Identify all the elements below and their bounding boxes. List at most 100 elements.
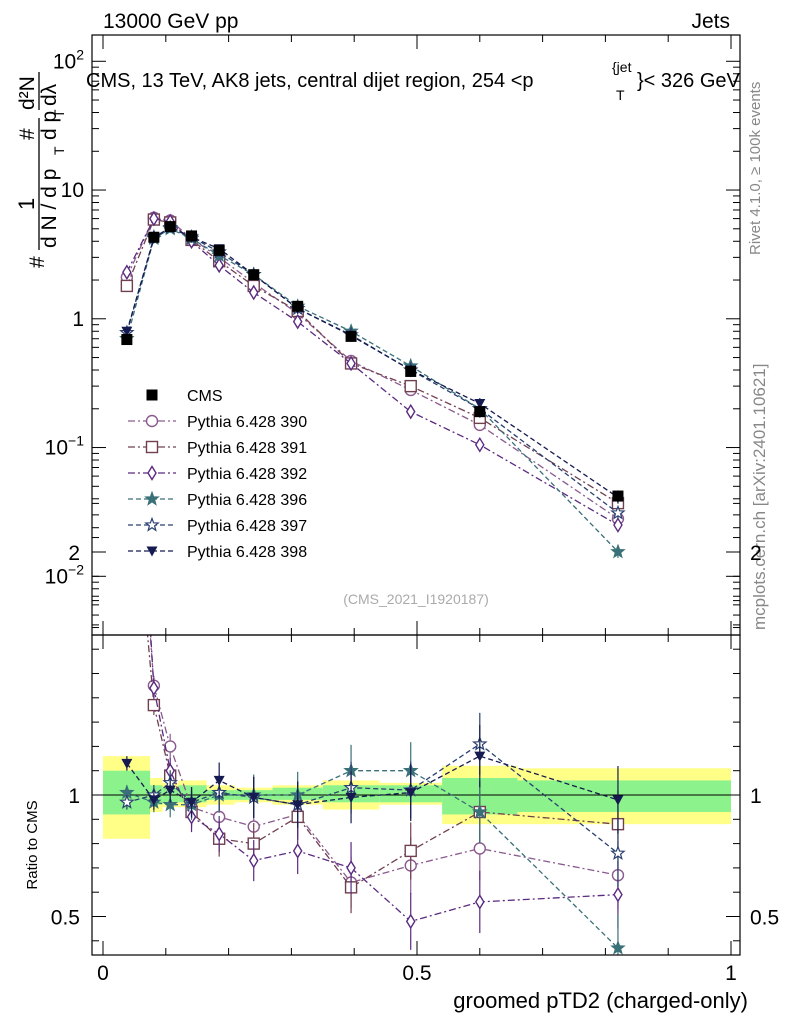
ratio-point: [213, 775, 225, 786]
x-tick-label: 1: [725, 962, 737, 985]
data-point: [186, 230, 198, 242]
ratio-y-axis: 0.5 0.5 1 1 2 2: [51, 502, 779, 942]
legend-item: Pythia 6.428 391: [128, 440, 307, 457]
data-point: [474, 436, 485, 453]
legend-label: Pythia 6.428 397: [187, 518, 307, 535]
legend-marker: [146, 546, 158, 557]
x-tick-label: 0: [97, 962, 109, 985]
ratio-point: [404, 844, 417, 858]
ratio-point: [148, 795, 160, 806]
series-cms: [121, 221, 624, 503]
ylabel-dp: d p: [38, 111, 61, 140]
tick-base: 10: [45, 437, 68, 460]
ratio-point: [248, 792, 260, 803]
ratio-line: [126, 743, 619, 854]
ratio-point: [613, 886, 623, 903]
ylabel-hash-2: #: [16, 128, 39, 140]
ratio-point: [473, 842, 486, 855]
ratio-point: [119, 794, 135, 809]
data-point: [346, 355, 356, 372]
ratio-point: [346, 860, 356, 876]
data-point: [213, 244, 225, 256]
legend-label: Pythia 6.428 396: [187, 492, 307, 509]
plot-title-main: CMS, 13 TeV, AK8 jets, central dijet reg…: [86, 70, 534, 92]
tick-exp: −1: [68, 433, 84, 449]
main-ylabel: # 1 d N / d p T # d p T d²N dλ: [14, 72, 67, 268]
uncertainty-band-stat: [517, 780, 731, 813]
legend-marker: [144, 490, 160, 506]
data-point: [121, 334, 133, 346]
ratio-point: [121, 758, 133, 769]
ratio-point: [214, 826, 225, 842]
data-point: [610, 543, 626, 559]
main-y-tick-label: 10−2: [45, 561, 85, 588]
data-point: [248, 284, 259, 301]
mcplots-label: mcplots.cern.ch [arXiv:2401.10621]: [750, 364, 769, 630]
data-point: [248, 269, 260, 281]
legend-label: Pythia 6.428 390: [187, 414, 307, 431]
plot-title-end: }< 326 GeV: [637, 70, 741, 92]
data-point: [122, 264, 132, 281]
data-point: [292, 300, 304, 312]
ratio-point: [121, 304, 132, 315]
legend-marker: [145, 414, 159, 428]
main-y-tick-label: 1: [72, 308, 84, 331]
legend-label: CMS: [187, 388, 223, 405]
ratio-point: [186, 797, 198, 808]
tick-base: 10: [45, 565, 68, 588]
data-point: [149, 210, 159, 227]
ratio-series-pythia-6.428-398: [121, 724, 624, 834]
legend-marker: [144, 516, 160, 532]
ratio-point: [471, 803, 488, 819]
ratio-point: [405, 788, 417, 799]
ratio-point: [149, 680, 159, 696]
ratio-point: [147, 698, 161, 712]
data-point: [214, 257, 225, 274]
ratio-point: [474, 751, 486, 762]
ratio-y-tick-label: 0.5: [51, 907, 80, 930]
data-point: [345, 330, 357, 342]
ratio-point: [610, 845, 626, 860]
legend-label: Pythia 6.428 391: [187, 440, 307, 457]
data-point: [148, 231, 160, 243]
data-point: [474, 406, 486, 418]
legend-marker: [147, 465, 157, 481]
ratio-ylabel: Ratio to CMS: [24, 800, 41, 889]
series-line: [126, 226, 619, 514]
ylabel-d2N: d²N: [16, 76, 39, 110]
legend-label: Pythia 6.428 392: [187, 466, 307, 483]
legend-item: Pythia 6.428 390: [128, 414, 307, 431]
data-point: [474, 398, 486, 409]
legend-item: Pythia 6.428 392: [128, 465, 307, 483]
plot-title-sup: {jet: [612, 59, 632, 75]
x-axis-label: groomed pTD2 (charged-only): [453, 988, 748, 1013]
series-line: [126, 218, 619, 504]
legend-item: CMS: [146, 388, 223, 405]
ratio-line: [146, 635, 619, 889]
ylabel-hash-1: #: [26, 256, 49, 268]
plot-title-left: CMS, 13 TeV, AK8 jets, central dijet reg…: [86, 70, 534, 92]
legend-marker: [146, 389, 158, 401]
rivet-label: Rivet 4.1.0, ≥ 100k events: [747, 82, 764, 255]
ratio-series-pythia-6.428-392: [123, 230, 623, 950]
plot-title-sub: T: [616, 87, 625, 103]
data-point: [292, 313, 303, 330]
ratio-point: [121, 401, 132, 412]
data-point: [610, 504, 626, 520]
legend-item: Pythia 6.428 396: [128, 490, 307, 509]
ratio-point: [123, 230, 131, 243]
ratio-point: [405, 913, 416, 930]
ratio-point: [612, 795, 624, 806]
main-y-tick-label: 10−1: [45, 433, 85, 460]
ratio-point: [163, 740, 177, 753]
tick-exp: −2: [68, 561, 84, 577]
tick-exp: 2: [76, 46, 84, 62]
ratio-point: [248, 852, 259, 869]
ratio-y-tick-label: 2: [68, 542, 80, 565]
ratio-point: [474, 894, 485, 910]
data-point: [405, 365, 417, 377]
ylabel-dlambda: dλ: [38, 83, 61, 106]
